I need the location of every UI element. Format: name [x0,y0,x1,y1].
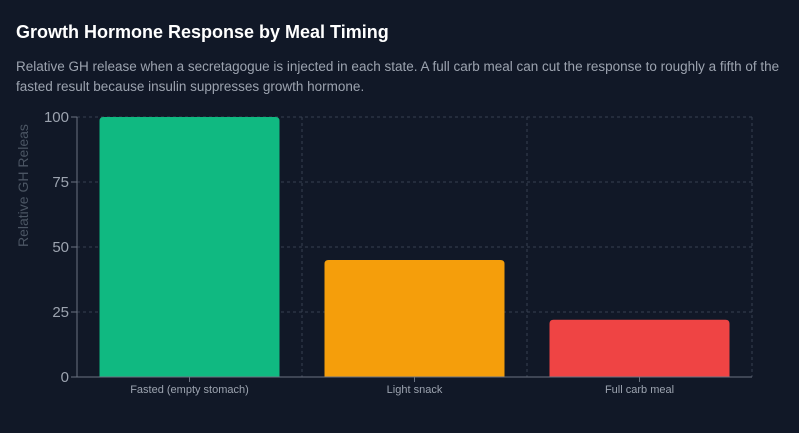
chart-title: Growth Hormone Response by Meal Timing [16,22,389,42]
bars-layer [99,117,730,377]
y-axis-title: Relative GH Releas [15,124,31,247]
bar-2 [324,260,505,377]
y-tick-label: 50 [52,239,69,256]
bar-3 [549,319,730,377]
y-tick-label: 100 [44,109,69,126]
y-tick-label: 0 [61,369,69,386]
x-tick-label: Light snack [387,384,443,396]
labels-layer: 0 25 50 75 100 Fasted (empty stomach) Light sn… [44,109,674,396]
y-tick-label: 25 [52,304,69,321]
y-tick-label: 75 [52,174,69,191]
bar-1 [99,117,280,377]
x-tick-label: Full carb meal [605,384,674,396]
chart-subtitle: Relative GH release when a secretagogue … [16,59,780,94]
axes-layer [71,116,752,382]
x-tick-label: Fasted (empty stomach) [130,384,249,396]
